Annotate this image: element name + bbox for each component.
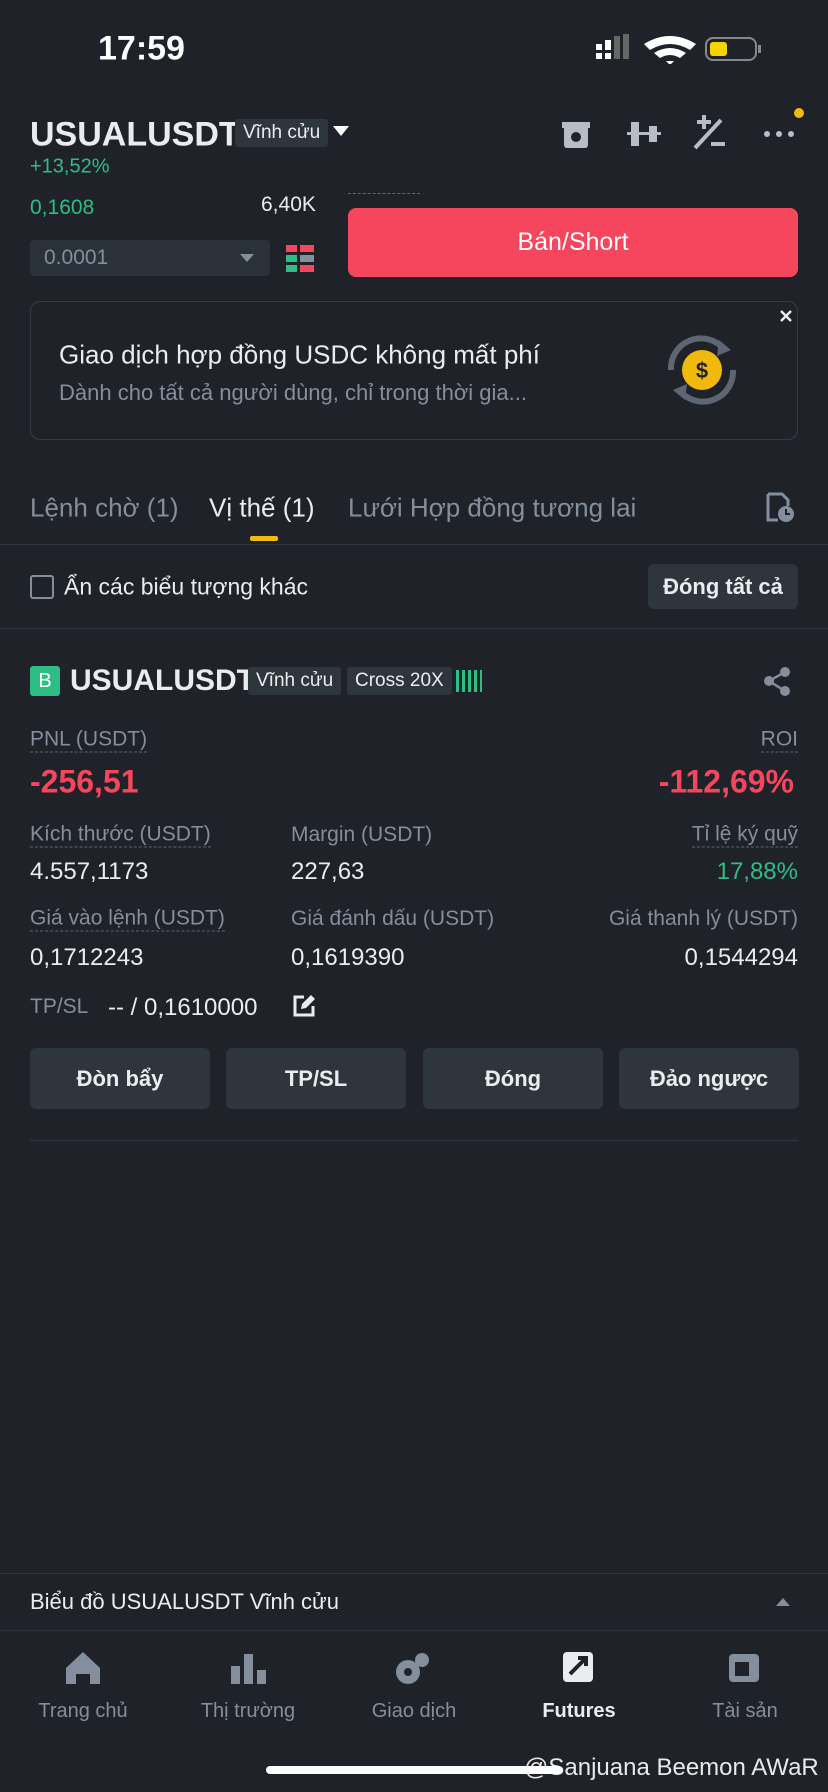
field-value: 227,63	[291, 858, 365, 885]
chart-bar[interactable]: Biểu đồ USUALUSDT Vĩnh cửu	[30, 1589, 340, 1614]
tab[interactable]: Lệnh chờ (1)	[30, 492, 179, 523]
last-qty: 6,40K	[261, 193, 316, 216]
share-icon[interactable]	[762, 666, 792, 696]
field-label: Giá vào lệnh (USDT)	[30, 906, 225, 932]
field-value: 0,1544294	[684, 944, 798, 971]
field-label: Margin (USDT)	[291, 823, 433, 846]
position-symbol: USUALUSDT	[70, 664, 255, 697]
tab-indicator	[250, 536, 278, 541]
chart-expand[interactable]	[776, 1597, 790, 1606]
nav-item-active[interactable]: Futures	[542, 1700, 616, 1722]
status-icons	[596, 34, 761, 64]
field-value: 0,1712243	[30, 944, 144, 971]
field-label: Kích thước (USDT)	[30, 822, 211, 848]
home-indicator	[266, 1766, 562, 1774]
hide-checkbox[interactable]	[30, 575, 54, 599]
symbol-dropdown[interactable]	[333, 126, 349, 138]
contract-badge: Vĩnh cửu	[235, 119, 329, 147]
adl-indicator	[456, 670, 482, 692]
side-badge: B	[30, 666, 60, 696]
field-label: Giá thanh lý (USDT)	[608, 907, 798, 930]
symbol[interactable]: USUALUSDT	[30, 115, 240, 154]
step-value: 0.0001	[44, 246, 109, 269]
close-button[interactable]: Đóng	[423, 1048, 603, 1109]
pnl-label: PNL (USDT)	[30, 727, 148, 753]
edit-tpsl[interactable]	[292, 994, 316, 1018]
divider	[30, 1140, 798, 1141]
step-dropdown	[240, 254, 254, 262]
field-value: 0,1619390	[291, 944, 405, 971]
tpsl-label: TP/SL	[30, 995, 89, 1018]
field-value: 17,88%	[716, 858, 798, 885]
field-value: 4.557,1173	[30, 858, 149, 885]
promo-icon: $	[667, 335, 737, 405]
notification-dot	[794, 108, 804, 118]
roi-label: ROI	[760, 727, 798, 753]
tab[interactable]: Lưới Hợp đồng tương lai	[348, 492, 637, 523]
leverage-button[interactable]: Đòn bẩy	[30, 1048, 210, 1109]
promo-title: Giao dịch hợp đồng USDC không mất phí	[59, 339, 540, 370]
promo-banner[interactable]: Giao dịch hợp đồng USDC không mất phí Dà…	[30, 301, 798, 440]
field-label: Giá đánh dấu (USDT)	[291, 907, 495, 930]
nav-item[interactable]: Thị trường	[200, 1700, 296, 1722]
tpsl-value: -- / 0,1610000	[108, 994, 258, 1021]
pnl-value: -256,51	[30, 763, 139, 800]
field-label: Tỉ lệ ký quỹ	[691, 822, 798, 848]
divider	[348, 193, 420, 194]
last-price: 0,1608	[30, 196, 95, 219]
close-all-button[interactable]: Đóng tất cả	[648, 564, 798, 609]
divider	[0, 1573, 828, 1574]
roi-value: -112,69%	[658, 763, 794, 800]
reverse-button[interactable]: Đảo ngược	[619, 1048, 799, 1109]
watermark: @Sanjuana Beemon AWaR	[524, 1754, 819, 1781]
hide-label: Ẩn các biểu tượng khác	[64, 573, 309, 600]
promo-subtitle: Dành cho tất cả người dùng, chỉ trong th…	[59, 380, 527, 405]
divider	[0, 544, 828, 545]
nav-icons	[66, 1652, 759, 1684]
nav-item[interactable]: Trang chủ	[38, 1700, 128, 1722]
step-select[interactable]: 0.0001	[30, 240, 270, 276]
nav-item[interactable]: Giao dịch	[371, 1700, 457, 1722]
svg-text:$: $	[696, 358, 708, 383]
tab-active[interactable]: Vị thế (1)	[209, 492, 315, 523]
sell-button[interactable]: Bán/Short	[348, 208, 798, 277]
divider	[0, 628, 828, 629]
header-icons[interactable]	[555, 112, 795, 156]
nav-item[interactable]: Tài sản	[712, 1700, 778, 1722]
book-toggle[interactable]	[286, 243, 316, 273]
tpsl-button[interactable]: TP/SL	[226, 1048, 406, 1109]
price-change: +13,52%	[30, 155, 110, 178]
position-tag: Cross 20X	[347, 667, 452, 695]
history-icon[interactable]	[764, 492, 796, 524]
promo-close[interactable]	[779, 309, 793, 323]
divider	[0, 1630, 828, 1631]
status-time: 17:59	[98, 29, 185, 68]
position-tag: Vĩnh cửu	[248, 667, 342, 695]
